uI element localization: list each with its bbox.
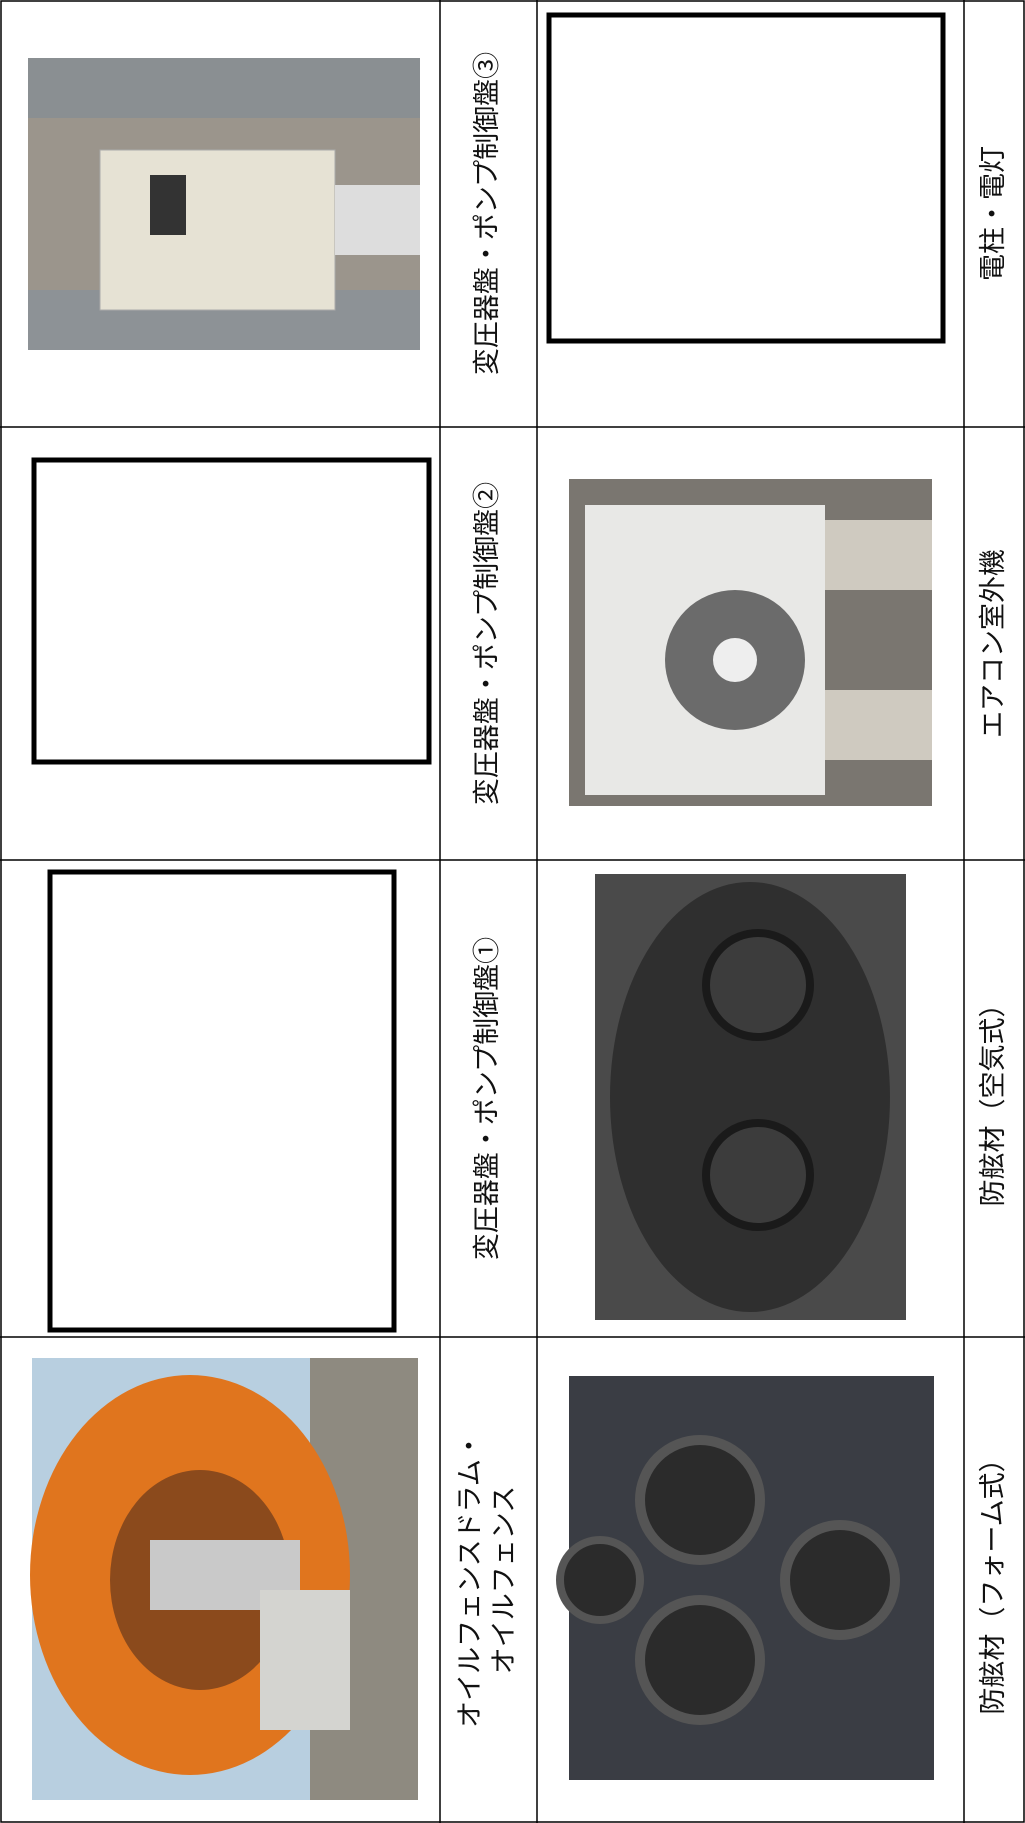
empty-photo-frame (546, 12, 946, 344)
empty-photo-frame (47, 869, 397, 1333)
cell-label: 防舷材（空気式） (978, 991, 1009, 1207)
cell-label: 防舷材（フォーム式） (978, 1445, 1009, 1714)
cell-label: オイルフェンスドラム・ (455, 1432, 486, 1728)
photo-pneumatic-fender (595, 874, 906, 1320)
cell-label: 変圧器盤・ポンプ制御盤① (472, 937, 503, 1260)
cell-label: オイルフェンス (489, 1486, 520, 1674)
photo-foam-fender (556, 1376, 934, 1780)
cell-label: エアコン室外機 (978, 549, 1009, 738)
cell-label: 変圧器盤・ポンプ制御盤② (472, 482, 503, 805)
cell-label: 変圧器盤・ポンプ制御盤③ (472, 52, 503, 375)
cell-label: 電柱・電灯 (978, 146, 1009, 281)
photo-oil-fence-drum (30, 1358, 418, 1800)
photo-air-conditioner (569, 479, 932, 806)
photo-control-panel-3 (28, 58, 420, 350)
empty-photo-frame (31, 457, 432, 765)
